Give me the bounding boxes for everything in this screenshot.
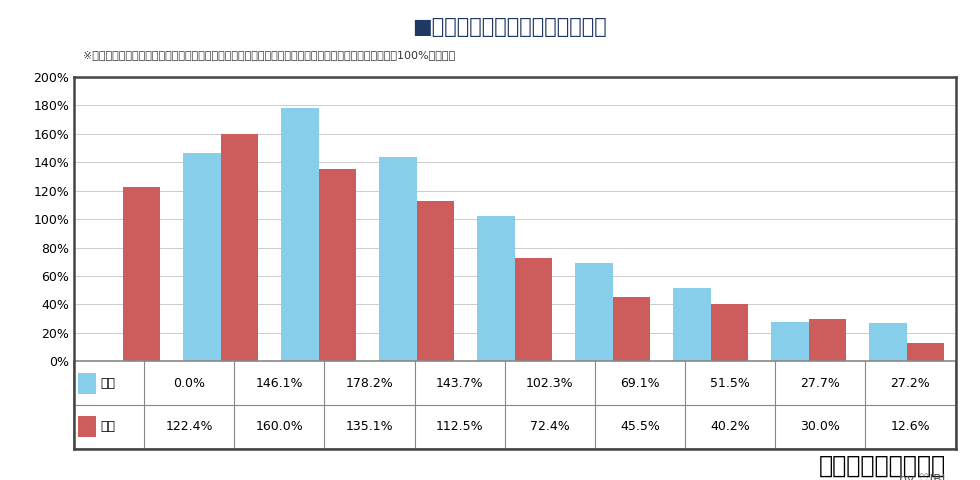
- Text: 45.5%: 45.5%: [620, 420, 660, 433]
- Bar: [318, 169, 356, 361]
- Text: 102.3%: 102.3%: [526, 377, 573, 390]
- Bar: [906, 344, 944, 361]
- Bar: [122, 187, 160, 361]
- Text: 40.2%: 40.2%: [710, 420, 750, 433]
- Bar: [771, 322, 808, 361]
- Text: 男性: 男性: [100, 377, 115, 390]
- Bar: [710, 304, 748, 361]
- Text: 27.7%: 27.7%: [801, 377, 840, 390]
- Text: ※活動会員おける各年齢層の比率を分母とし、成婚者における各年齢層の比率を分子として表したもの（100%が平均）: ※活動会員おける各年齢層の比率を分母とし、成婚者における各年齢層の比率を分子とし…: [83, 50, 456, 60]
- Bar: [575, 263, 612, 361]
- Bar: [379, 157, 416, 361]
- Bar: [477, 216, 514, 361]
- Text: 143.7%: 143.7%: [436, 377, 483, 390]
- Text: 72.4%: 72.4%: [530, 420, 569, 433]
- Text: 12.6%: 12.6%: [891, 420, 930, 433]
- Text: ■年齢別成婚のしやすさ（全国）: ■年齢別成婚のしやすさ（全国）: [413, 17, 607, 37]
- Text: 112.5%: 112.5%: [436, 420, 483, 433]
- Bar: [673, 288, 710, 361]
- Bar: [220, 134, 258, 361]
- Bar: [514, 258, 552, 361]
- Bar: [612, 297, 650, 361]
- Text: 146.1%: 146.1%: [256, 377, 303, 390]
- Bar: [869, 323, 906, 361]
- Bar: [281, 108, 318, 361]
- Text: 160.0%: 160.0%: [256, 420, 303, 433]
- Text: 30.0%: 30.0%: [801, 420, 840, 433]
- Text: 122.4%: 122.4%: [166, 420, 213, 433]
- FancyBboxPatch shape: [77, 373, 96, 394]
- Text: 135.1%: 135.1%: [346, 420, 393, 433]
- Text: 日本結婚相談所連盟: 日本結婚相談所連盟: [818, 454, 946, 478]
- Bar: [416, 201, 454, 361]
- Text: 51.5%: 51.5%: [710, 377, 750, 390]
- Text: by ♡IBJ: by ♡IBJ: [900, 473, 946, 480]
- Text: 0.0%: 0.0%: [173, 377, 205, 390]
- Bar: [808, 319, 846, 361]
- Bar: [183, 154, 220, 361]
- Text: 女性: 女性: [100, 420, 115, 433]
- Text: 69.1%: 69.1%: [620, 377, 660, 390]
- Text: 27.2%: 27.2%: [891, 377, 930, 390]
- Text: 178.2%: 178.2%: [346, 377, 393, 390]
- FancyBboxPatch shape: [74, 361, 956, 449]
- FancyBboxPatch shape: [77, 417, 96, 437]
